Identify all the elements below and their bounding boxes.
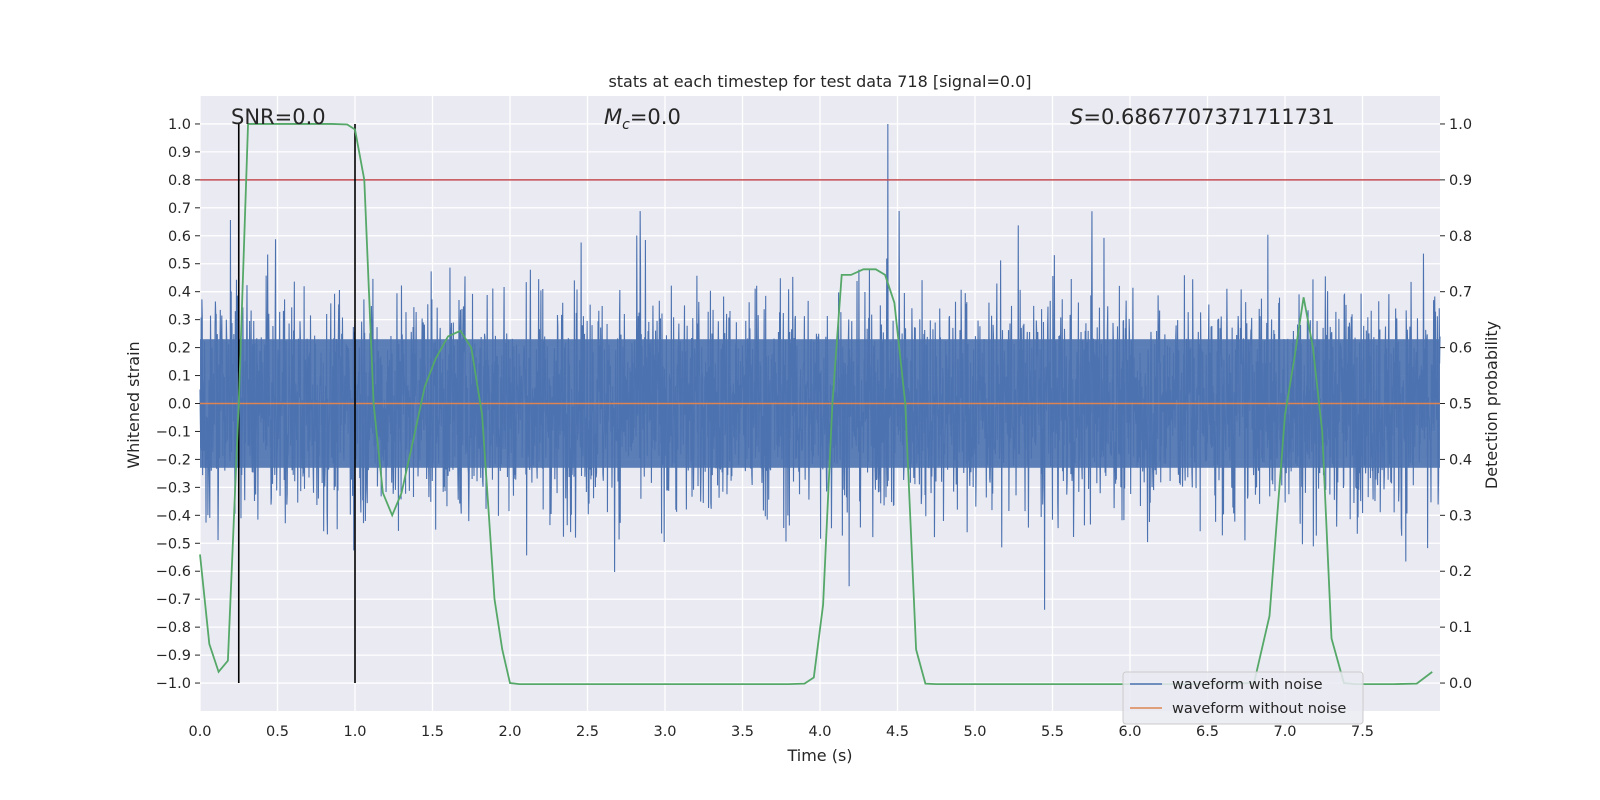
x-tick-label: 3.5 bbox=[731, 724, 754, 740]
y2-tick-label: 0.6 bbox=[1449, 341, 1472, 357]
x-tick-label: 2.0 bbox=[498, 724, 521, 740]
y-tick-label: −0.4 bbox=[156, 508, 191, 524]
x-tick-label: 6.0 bbox=[1118, 724, 1141, 740]
y-tick-label: 0.0 bbox=[168, 397, 191, 413]
x-tick-label: 7.5 bbox=[1351, 724, 1374, 740]
y-tick-label: 0.4 bbox=[168, 285, 191, 301]
y2-axis-label: Detection probability bbox=[1482, 321, 1501, 489]
x-tick-label: 4.0 bbox=[808, 724, 831, 740]
x-tick-label: 0.0 bbox=[188, 724, 211, 740]
y2-tick-label: 0.8 bbox=[1449, 229, 1472, 245]
x-tick-label: 7.0 bbox=[1273, 724, 1296, 740]
snr-annotation: SNR=0.0 bbox=[231, 105, 326, 129]
y2-tick-label: 1.0 bbox=[1449, 117, 1472, 133]
y-tick-label: −0.5 bbox=[156, 536, 191, 552]
x-tick-label: 5.5 bbox=[1041, 724, 1064, 740]
x-tick-label: 4.5 bbox=[886, 724, 909, 740]
legend-box bbox=[1122, 671, 1364, 725]
chirp-mass-symbol: M bbox=[604, 105, 622, 129]
x-tick-label: 0.5 bbox=[266, 724, 289, 740]
score-annotation: S=0.6867707371711731 bbox=[1070, 105, 1335, 129]
x-tick-label: 5.0 bbox=[963, 724, 986, 740]
y-tick-label: 0.1 bbox=[168, 369, 191, 385]
y-tick-label: −0.6 bbox=[156, 564, 191, 580]
x-tick-label: 2.5 bbox=[576, 724, 599, 740]
y-tick-label: 0.2 bbox=[168, 341, 191, 357]
y2-tick-label: 0.0 bbox=[1449, 676, 1472, 692]
x-tick-label: 3.0 bbox=[653, 724, 676, 740]
legend-label-noise: waveform with noise bbox=[1172, 677, 1323, 693]
y2-tick-label: 0.4 bbox=[1449, 452, 1472, 468]
y-tick-label: −0.9 bbox=[156, 648, 191, 664]
x-tick-label: 1.5 bbox=[421, 724, 444, 740]
detection-probability-line bbox=[199, 123, 1433, 686]
chirp-mass-value: =0.0 bbox=[630, 105, 681, 129]
chirp-mass-annotation: Mc=0.0 bbox=[604, 105, 681, 133]
y2-tick-label: 0.2 bbox=[1449, 564, 1472, 580]
y-tick-label: 0.5 bbox=[168, 257, 191, 273]
y2-tick-label: 0.9 bbox=[1449, 173, 1472, 189]
legend: waveform with noise waveform without noi… bbox=[1122, 671, 1364, 725]
x-tick-label: 6.5 bbox=[1196, 724, 1219, 740]
score-value: =0.6867707371711731 bbox=[1083, 105, 1334, 129]
score-symbol: S bbox=[1070, 105, 1083, 129]
y-tick-label: −0.3 bbox=[156, 480, 191, 496]
y-tick-label: 0.9 bbox=[168, 145, 191, 161]
y-axis-label: Whitened strain bbox=[124, 341, 143, 468]
tick-layer: 0.0 0.5 1.0 1.5 2.0 2.5 3.0 3.5 4.0 4.5 5.0 5.5 6.0 6… bbox=[156, 117, 1472, 740]
y-tick-label: −0.2 bbox=[156, 452, 191, 468]
y-tick-label: 0.8 bbox=[168, 173, 191, 189]
y-tick-label: −0.7 bbox=[156, 592, 191, 608]
x-axis-label: Time (s) bbox=[786, 746, 852, 765]
legend-label-clean: waveform without noise bbox=[1172, 701, 1346, 717]
y2-tick-label: 0.7 bbox=[1449, 285, 1472, 301]
chirp-mass-subscript: c bbox=[622, 117, 630, 133]
y-tick-label: 0.7 bbox=[168, 201, 191, 217]
y2-tick-label: 0.3 bbox=[1449, 508, 1472, 524]
line-layer bbox=[199, 123, 1440, 686]
chart-title: stats at each timestep for test data 718… bbox=[608, 72, 1031, 91]
x-tick-label: 1.0 bbox=[343, 724, 366, 740]
y-tick-label: 1.0 bbox=[168, 117, 191, 133]
y2-tick-label: 0.1 bbox=[1449, 620, 1472, 636]
y-tick-label: 0.3 bbox=[168, 313, 191, 329]
y2-tick-label: 0.5 bbox=[1449, 397, 1472, 413]
y-tick-label: −0.8 bbox=[156, 620, 191, 636]
y-tick-label: −1.0 bbox=[156, 676, 191, 692]
y-tick-label: 0.6 bbox=[168, 229, 191, 245]
y-tick-label: −0.1 bbox=[156, 424, 191, 440]
